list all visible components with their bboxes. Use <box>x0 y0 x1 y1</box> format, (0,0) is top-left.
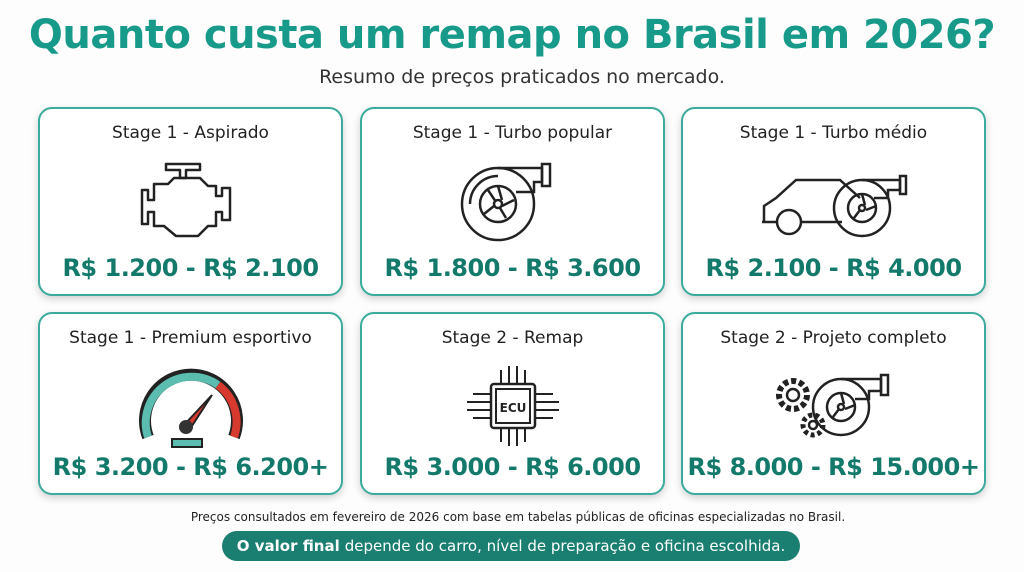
price-range: R$ 8.000 - R$ 15.000+ <box>687 453 980 481</box>
price-card-stage1-turbo-popular: Stage 1 - Turbo popular R$ 1.800 - R$ 3.… <box>360 107 665 296</box>
speedometer-icon <box>40 362 341 452</box>
banner-bold-text: O valor final <box>236 537 340 555</box>
price-card-stage1-aspirado: Stage 1 - Aspirado R$ 1.200 - R$ 2.100 <box>38 107 343 296</box>
ecu-label: ECU <box>499 401 526 415</box>
card-title: Stage 1 - Aspirado <box>112 123 269 143</box>
price-card-stage1-turbo-medio: Stage 1 - Turbo médio R$ 2.100 - R$ 4.00… <box>681 107 986 296</box>
price-card-stage2-projeto-completo: Stage 2 - Projeto completo R$ 8.000 - R$… <box>681 312 986 495</box>
page-title: Quanto custa um remap no Brasil em 2026? <box>28 12 996 58</box>
card-title: Stage 1 - Premium esportivo <box>69 328 312 348</box>
ecu-chip-icon: ECU <box>362 362 663 452</box>
gears-turbo-icon <box>683 362 984 452</box>
source-note: Preços consultados em fevereiro de 2026 … <box>190 510 846 524</box>
page-subtitle: Resumo de preços praticados no mercado. <box>319 66 725 88</box>
price-card-stage2-remap: Stage 2 - Remap ECU R$ 3.000 - R$ 6.000 <box>360 312 665 495</box>
banner-text: depende do carro, nível de preparação e … <box>344 537 786 555</box>
price-range: R$ 1.200 - R$ 2.100 <box>62 254 319 282</box>
price-range: R$ 2.100 - R$ 4.000 <box>705 254 962 282</box>
turbo-icon <box>362 157 663 247</box>
price-range: R$ 3.000 - R$ 6.000 <box>384 453 641 481</box>
price-card-stage1-premium: Stage 1 - Premium esportivo R$ 3.200 - R… <box>38 312 343 495</box>
engine-icon <box>40 157 341 247</box>
car-turbo-icon <box>683 157 984 247</box>
price-range: R$ 3.200 - R$ 6.200+ <box>52 453 329 481</box>
final-value-banner: O valor final depende do carro, nível de… <box>222 531 800 561</box>
card-title: Stage 2 - Remap <box>441 328 584 348</box>
card-title: Stage 1 - Turbo médio <box>739 123 928 143</box>
price-range: R$ 1.800 - R$ 3.600 <box>384 254 641 282</box>
card-title: Stage 1 - Turbo popular <box>412 123 613 143</box>
card-title: Stage 2 - Projeto completo <box>720 328 947 348</box>
